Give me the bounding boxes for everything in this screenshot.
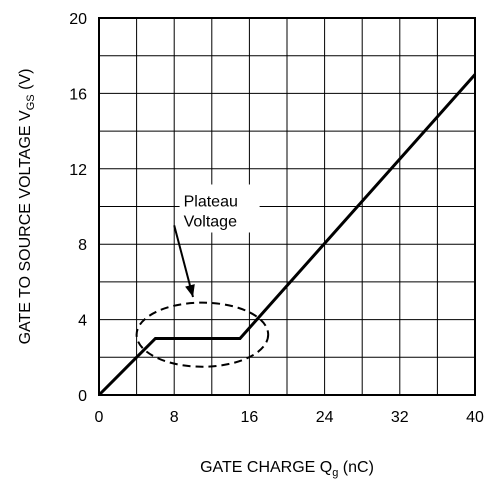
plot-frame	[98, 17, 476, 396]
y-tick-label: 16	[69, 86, 87, 103]
annotation-arrow-head	[185, 284, 195, 297]
y-tick-label: 0	[78, 388, 87, 405]
grid-lines	[99, 18, 475, 395]
y-tick-label: 8	[78, 237, 87, 254]
x-tick-label: 24	[316, 409, 334, 426]
y-tick-label: 20	[69, 11, 87, 28]
x-axis-label: GATE CHARGE Qg (nC)	[200, 459, 374, 479]
plateau-annotation: Plateau Voltage	[135, 184, 270, 368]
y-tick-labels: 0 4 8 12 16 20	[69, 11, 87, 405]
annotation-arrow-line	[173, 225, 194, 298]
series-group	[97, 73, 477, 397]
annotation-label: Plateau Voltage	[184, 194, 238, 231]
annotation-label-bg	[179, 184, 260, 233]
y-tick-label: 12	[69, 162, 87, 179]
x-tick-labels: 0 8 16 24 32 40	[95, 409, 484, 426]
x-tick-label: 40	[466, 409, 484, 426]
series-line	[97, 73, 477, 397]
x-tick-label: 8	[170, 409, 179, 426]
y-axis-label: GATE TO SOURCE VOLTAGE VGS (V)	[17, 69, 37, 345]
x-tick-label: 16	[241, 409, 259, 426]
y-tick-label: 4	[78, 313, 87, 330]
x-tick-label: 0	[95, 409, 104, 426]
plateau-ellipse	[135, 301, 270, 368]
annotation-label-line: Plateau	[184, 194, 238, 211]
x-tick-label: 32	[391, 409, 409, 426]
annotation-label-line: Voltage	[184, 214, 237, 231]
